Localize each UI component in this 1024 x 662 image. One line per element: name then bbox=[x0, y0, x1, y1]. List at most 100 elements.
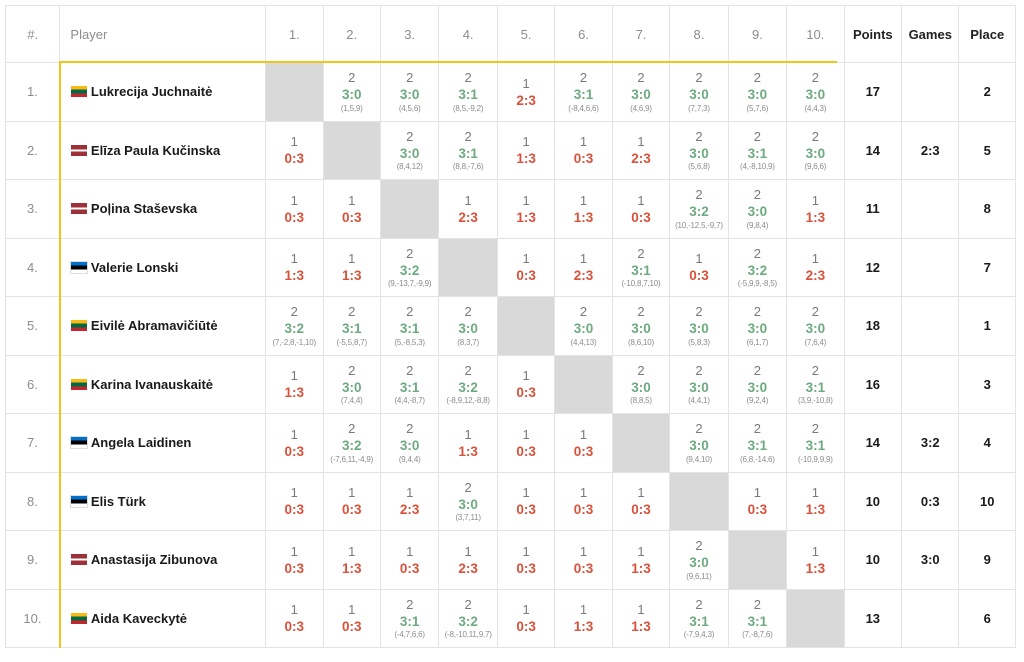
match-cell[interactable]: 1 0:3 bbox=[554, 530, 613, 590]
match-cell[interactable]: 1 1:3 bbox=[496, 179, 556, 239]
match-cell[interactable]: 2 3:2 (-5,9,9,-8,5) bbox=[727, 237, 788, 297]
match-cell[interactable]: 2 3:1 (-8,4,6,6) bbox=[554, 62, 613, 122]
match-cell[interactable]: 2 3:1 (-4,7,6,6) bbox=[379, 588, 440, 648]
match-cell[interactable]: 1 1:3 bbox=[438, 413, 498, 473]
match-cell[interactable]: 2 3:0 (4,4,1) bbox=[669, 354, 729, 414]
player-name[interactable]: Eivilė Abramavičiūtė bbox=[90, 318, 218, 334]
match-cell[interactable]: 1 0:3 bbox=[554, 413, 613, 473]
match-cell[interactable]: 2 3:1 (8,8,-7,6) bbox=[438, 120, 498, 180]
match-cell[interactable]: 1 2:3 bbox=[786, 237, 845, 297]
match-cell[interactable]: 2 3:0 (9,6,11) bbox=[669, 530, 729, 590]
match-cell[interactable]: 2 3:2 (10,-12,5,-9,7) bbox=[669, 179, 729, 239]
match-cell[interactable]: 1 0:3 bbox=[611, 179, 671, 239]
match-cell[interactable]: 2 3:1 (8,5,-9,2) bbox=[438, 62, 498, 122]
match-cell[interactable]: 1 0:3 bbox=[379, 530, 440, 590]
match-cell[interactable]: 2 3:0 (4,4,3) bbox=[786, 62, 845, 122]
match-cell[interactable]: 2 3:0 (7,7,3) bbox=[669, 62, 729, 122]
match-cell[interactable]: 1 2:3 bbox=[496, 62, 556, 122]
match-cell[interactable]: 2 3:0 (5,6,8) bbox=[669, 120, 729, 180]
match-cell[interactable]: 1 0:3 bbox=[727, 471, 788, 531]
match-cell[interactable]: 1 0:3 bbox=[496, 471, 556, 531]
match-cell[interactable]: 2 3:0 (9,4,4) bbox=[379, 413, 440, 473]
player-name[interactable]: Aida Kaveckytė bbox=[90, 610, 188, 626]
player-name[interactable]: Elīza Paula Kučinska bbox=[90, 142, 221, 158]
match-cell[interactable]: 2 3:0 (3,7,11) bbox=[438, 471, 498, 531]
match-cell[interactable]: 1 2:3 bbox=[611, 120, 671, 180]
match-cell[interactable]: 1 0:3 bbox=[496, 354, 556, 414]
match-cell[interactable]: 2 3:0 (4,5,6) bbox=[379, 62, 440, 122]
match-cell[interactable]: 2 3:0 (4,6,9) bbox=[611, 62, 671, 122]
match-cell[interactable]: 1 1:3 bbox=[265, 237, 324, 297]
match-cell[interactable]: 2 3:2 (-7,6,11,-4,9) bbox=[322, 413, 381, 473]
match-cell[interactable]: 1 0:3 bbox=[265, 120, 324, 180]
match-cell[interactable]: 2 3:0 (9,4,10) bbox=[669, 413, 729, 473]
match-cell[interactable]: 2 3:0 (8,6,10) bbox=[611, 296, 671, 356]
match-cell[interactable]: 1 0:3 bbox=[554, 120, 613, 180]
match-cell[interactable]: 2 3:1 (-7,9,4,3) bbox=[669, 588, 729, 648]
match-cell[interactable]: 1 0:3 bbox=[496, 588, 556, 648]
match-cell[interactable]: 1 0:3 bbox=[496, 530, 556, 590]
match-cell[interactable]: 1 2:3 bbox=[379, 471, 440, 531]
player-name[interactable]: Lukrecija Juchnaitė bbox=[90, 84, 213, 100]
match-cell[interactable]: 1 2:3 bbox=[438, 530, 498, 590]
match-cell[interactable]: 1 1:3 bbox=[265, 354, 324, 414]
match-cell[interactable]: 2 3:1 (7,-8,7,6) bbox=[727, 588, 788, 648]
match-cell[interactable]: 1 1:3 bbox=[611, 588, 671, 648]
match-cell[interactable]: 2 3:0 (8,3,7) bbox=[438, 296, 498, 356]
match-cell[interactable]: 1 0:3 bbox=[265, 530, 324, 590]
match-cell[interactable]: 1 0:3 bbox=[322, 179, 381, 239]
match-cell[interactable]: 2 3:2 (-8,-10,11,9,7) bbox=[438, 588, 498, 648]
match-cell[interactable]: 2 3:0 (1,5,9) bbox=[322, 62, 381, 122]
match-cell[interactable]: 1 1:3 bbox=[322, 530, 381, 590]
match-cell[interactable]: 2 3:2 (-8,9,12,-8,8) bbox=[438, 354, 498, 414]
match-cell[interactable]: 2 3:1 (5,-8,5,3) bbox=[379, 296, 440, 356]
player-name[interactable]: Poļina Staševska bbox=[90, 201, 198, 217]
match-cell[interactable]: 2 3:0 (6,1,7) bbox=[727, 296, 788, 356]
match-cell[interactable]: 1 0:3 bbox=[554, 471, 613, 531]
match-cell[interactable]: 2 3:0 (8,8,5) bbox=[611, 354, 671, 414]
match-cell[interactable]: 2 3:0 (9,8,4) bbox=[727, 179, 788, 239]
player-name[interactable]: Valerie Lonski bbox=[90, 259, 179, 275]
match-cell[interactable]: 1 2:3 bbox=[554, 237, 613, 297]
match-cell[interactable]: 2 3:0 (9,2,4) bbox=[727, 354, 788, 414]
match-cell[interactable]: 2 3:0 (9,6,6) bbox=[786, 120, 845, 180]
match-cell[interactable]: 1 1:3 bbox=[611, 530, 671, 590]
match-cell[interactable]: 2 3:0 (5,8,3) bbox=[669, 296, 729, 356]
match-cell[interactable]: 2 3:1 (6,8,-14,6) bbox=[727, 413, 788, 473]
match-cell[interactable]: 1 1:3 bbox=[786, 179, 845, 239]
match-cell[interactable]: 1 1:3 bbox=[322, 237, 381, 297]
player-name[interactable]: Karina Ivanauskaitė bbox=[90, 376, 214, 392]
match-cell[interactable]: 2 3:1 (-5,5,8,7) bbox=[322, 296, 381, 356]
match-cell[interactable]: 1 0:3 bbox=[669, 237, 729, 297]
match-cell[interactable]: 2 3:0 (5,7,6) bbox=[727, 62, 788, 122]
match-cell[interactable]: 1 0:3 bbox=[265, 413, 324, 473]
match-cell[interactable]: 1 0:3 bbox=[496, 237, 556, 297]
match-cell[interactable]: 2 3:0 (4,4,13) bbox=[554, 296, 613, 356]
match-cell[interactable]: 1 1:3 bbox=[786, 530, 845, 590]
match-cell[interactable]: 1 1:3 bbox=[496, 120, 556, 180]
player-name[interactable]: Anastasija Zibunova bbox=[90, 552, 218, 568]
match-cell[interactable]: 1 0:3 bbox=[496, 413, 556, 473]
match-cell[interactable]: 1 0:3 bbox=[265, 588, 324, 648]
match-cell[interactable]: 1 0:3 bbox=[611, 471, 671, 531]
match-cell[interactable]: 2 3:2 (9,-13,7,-9,9) bbox=[379, 237, 440, 297]
match-cell[interactable]: 2 3:1 (4,-8,10,9) bbox=[727, 120, 788, 180]
player-name[interactable]: Angela Laidinen bbox=[90, 435, 192, 451]
match-cell[interactable]: 2 3:1 (3,9,-10,8) bbox=[786, 354, 845, 414]
match-cell[interactable]: 2 3:0 (8,4,12) bbox=[379, 120, 440, 180]
match-cell[interactable]: 1 1:3 bbox=[554, 588, 613, 648]
match-cell[interactable]: 1 0:3 bbox=[322, 471, 381, 531]
match-cell[interactable]: 2 3:1 (-10,8,7,10) bbox=[611, 237, 671, 297]
match-cell[interactable]: 1 2:3 bbox=[438, 179, 498, 239]
match-cell[interactable]: 2 3:0 (7,4,4) bbox=[322, 354, 381, 414]
match-cell[interactable]: 2 3:1 (-10,9,9,9) bbox=[786, 413, 845, 473]
match-cell[interactable]: 2 3:0 (7,6,4) bbox=[786, 296, 845, 356]
match-cell[interactable]: 1 0:3 bbox=[322, 588, 381, 648]
match-cell[interactable]: 1 1:3 bbox=[786, 471, 845, 531]
match-cell[interactable]: 1 0:3 bbox=[265, 471, 324, 531]
player-name[interactable]: Elis Türk bbox=[90, 493, 146, 509]
match-cell[interactable]: 2 3:2 (7,-2,8,-1,10) bbox=[265, 296, 324, 356]
match-cell[interactable]: 1 0:3 bbox=[265, 179, 324, 239]
match-cell[interactable]: 1 1:3 bbox=[554, 179, 613, 239]
match-cell[interactable]: 2 3:1 (4,4,-8,7) bbox=[379, 354, 440, 414]
